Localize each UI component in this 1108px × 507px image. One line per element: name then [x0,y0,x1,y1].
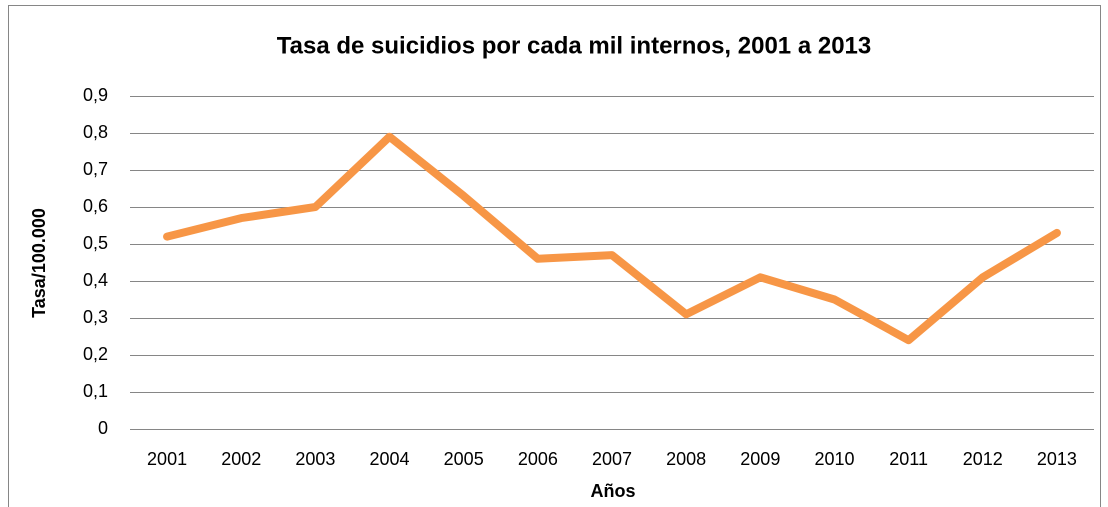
y-tick-label: 0,6 [83,196,108,216]
x-tick-label: 2009 [740,449,780,469]
x-tick-label: 2001 [147,449,187,469]
x-tick-label: 2003 [295,449,335,469]
x-tick-label: 2004 [370,449,410,469]
y-tick-label: 0,3 [83,307,108,327]
chart-frame [8,5,1101,507]
y-axis-label: Tasa/100.000 [29,208,49,318]
x-axis-label: Años [591,481,636,501]
x-tick-label: 2012 [963,449,1003,469]
x-tick-label: 2005 [444,449,484,469]
data-line [163,132,1061,345]
x-tick-label: 2011 [889,449,928,469]
y-tick-label: 0,7 [83,159,108,179]
y-tick-label: 0,5 [83,233,108,253]
y-tick-label: 0,4 [83,270,108,290]
y-tick-label: 0,9 [83,85,108,105]
x-tick-label: 2010 [814,449,854,469]
x-tick-label: 2006 [518,449,558,469]
y-tick-label: 0,8 [83,122,108,142]
chart-title: Tasa de suicidios por cada mil internos,… [277,32,871,59]
y-tick-label: 0,1 [83,381,108,401]
x-tick-label: 2002 [221,449,261,469]
y-tick-label: 0 [98,418,108,438]
x-tick-label: 2013 [1037,449,1077,469]
x-tick-label: 2008 [666,449,706,469]
x-tick-label: 2007 [592,449,632,469]
y-tick-label: 0,2 [83,344,108,364]
